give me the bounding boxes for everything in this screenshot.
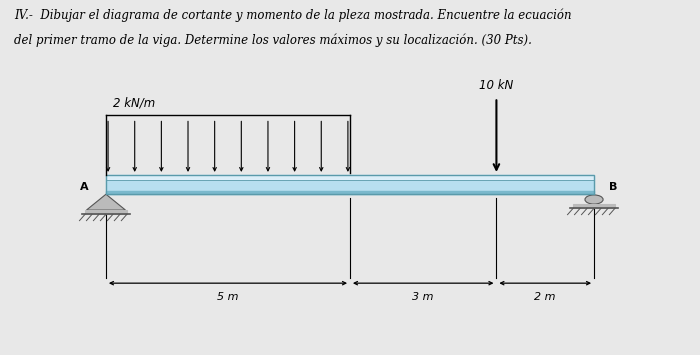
- Text: 5 m: 5 m: [217, 292, 239, 302]
- Text: B: B: [610, 182, 617, 192]
- Circle shape: [585, 195, 603, 204]
- Bar: [573, 204, 615, 208]
- Text: 2 kN/m: 2 kN/m: [113, 97, 155, 110]
- Text: del primer tramo de la viga. Determine los valores máximos y su localización. (3: del primer tramo de la viga. Determine l…: [14, 34, 532, 47]
- Bar: [106, 175, 594, 194]
- Bar: [106, 175, 594, 179]
- Text: 10 kN: 10 kN: [480, 79, 514, 92]
- Bar: [106, 175, 594, 194]
- Text: 3 m: 3 m: [412, 292, 434, 302]
- Text: A: A: [80, 182, 88, 192]
- Text: IV.-  Dibujar el diagrama de cortante y momento de la pleza mostrada. Encuentre : IV.- Dibujar el diagrama de cortante y m…: [14, 9, 572, 22]
- Text: 2 m: 2 m: [535, 292, 556, 302]
- Bar: [106, 191, 594, 194]
- Polygon shape: [86, 194, 125, 210]
- Bar: [85, 210, 127, 214]
